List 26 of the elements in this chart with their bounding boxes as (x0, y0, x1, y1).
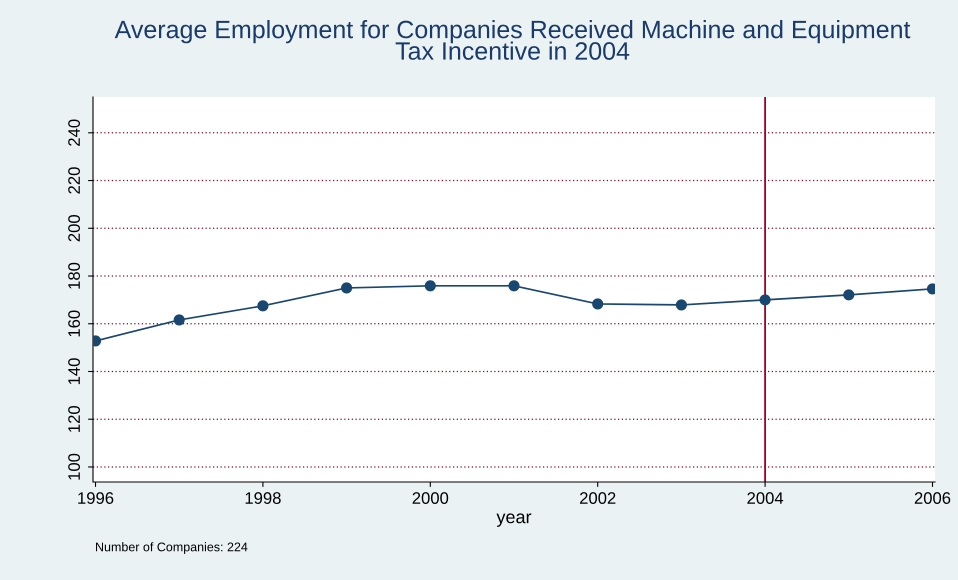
y-tick-label: 200 (68, 215, 80, 242)
point (676, 299, 687, 310)
point (508, 280, 520, 292)
point (257, 300, 268, 312)
x-tick-label: 2000 (412, 492, 448, 504)
x-tick-label: 2002 (580, 492, 616, 504)
y-tick-label: 160 (68, 310, 80, 336)
point (341, 282, 352, 294)
y-tick-label: 180 (68, 262, 80, 289)
chart-title: Average Employment for Companies Received Machine and Equipment Tax Incentive in 2004 (114, 20, 910, 60)
y-tick-label: 100 (68, 454, 80, 480)
x-tick-label: 2006 (914, 492, 950, 504)
x-axis-title: year (496, 513, 532, 527)
point (843, 289, 854, 300)
x-tick-label: 1996 (78, 492, 114, 504)
point (592, 298, 604, 310)
x-tick-label: 2004 (747, 492, 784, 504)
point (760, 294, 771, 306)
y-tick-label: 120 (68, 406, 80, 432)
point (174, 314, 185, 326)
y-tick-label: 220 (68, 167, 80, 194)
x-tick-label: 1998 (246, 492, 281, 504)
y-tick-label: 140 (68, 358, 80, 384)
point (424, 280, 436, 292)
text: Number of Companies: 224 (96, 542, 248, 554)
y-tick-label: 240 (68, 120, 80, 146)
